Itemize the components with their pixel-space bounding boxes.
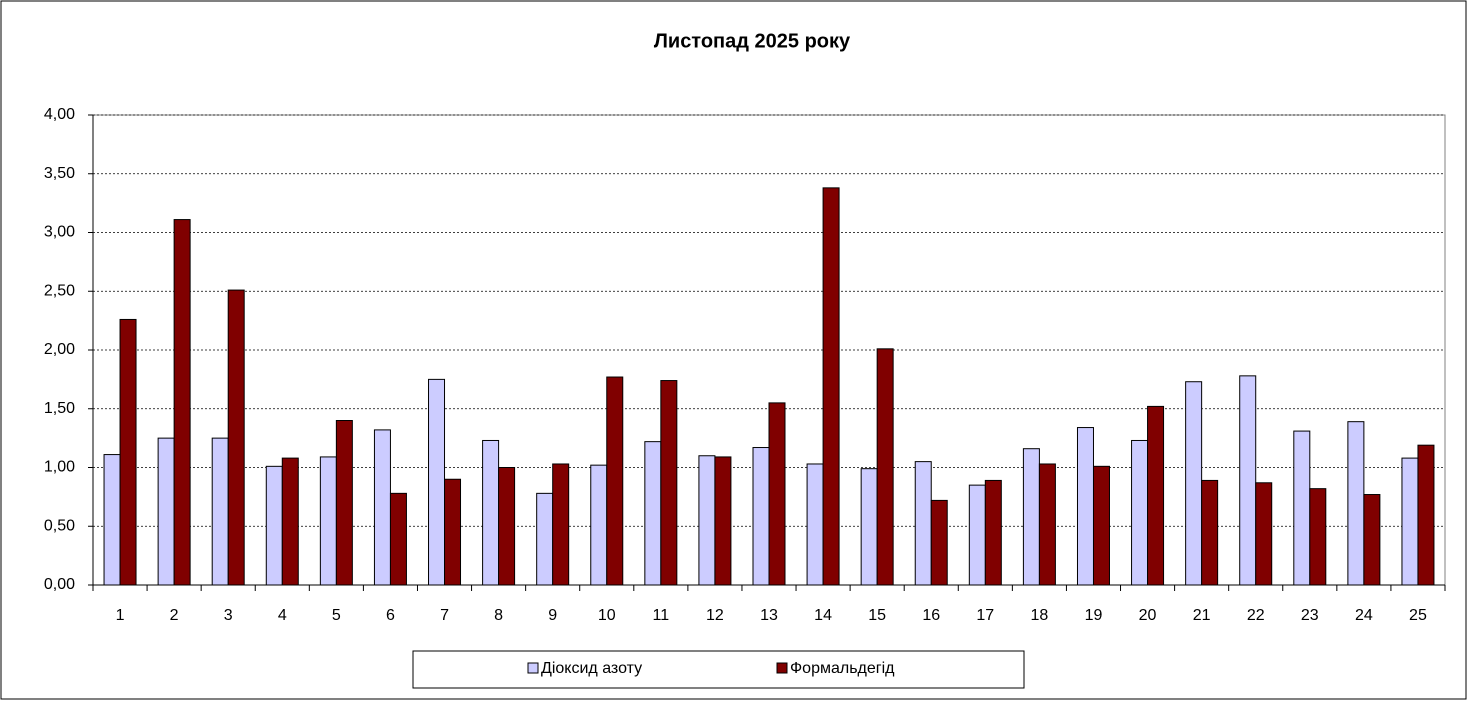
bar: [373, 429, 391, 586]
chart-title: Листопад 2025 року: [654, 30, 851, 52]
bar: [590, 464, 608, 586]
legend-box: [412, 650, 1025, 689]
bar: [984, 479, 1002, 586]
bar: [1076, 427, 1094, 586]
bar: [1201, 479, 1219, 586]
x-tick-label: 18: [1031, 607, 1049, 624]
bar: [714, 456, 732, 586]
y-tick-label: 3,00: [44, 224, 75, 241]
bar: [211, 437, 229, 586]
bar: [444, 478, 462, 586]
x-tick-label: 21: [1193, 607, 1211, 624]
x-tick-label: 23: [1301, 607, 1319, 624]
legend-label: Формальдегід: [790, 660, 895, 677]
x-tick-label: 5: [332, 607, 341, 624]
bar: [335, 420, 353, 586]
bar: [281, 457, 299, 586]
bar: [319, 456, 337, 586]
bar: [660, 380, 678, 586]
bar: [1147, 405, 1165, 586]
x-tick-label: 6: [386, 607, 395, 624]
x-tick-label: 2: [170, 607, 179, 624]
y-tick-label: 2,50: [44, 282, 75, 299]
bar: [1092, 465, 1110, 586]
x-tick-label: 1: [116, 607, 125, 624]
y-tick-label: 4,00: [44, 106, 75, 123]
x-tick-label: 13: [760, 607, 778, 624]
bar: [1347, 421, 1365, 586]
x-tick-label: 8: [494, 607, 503, 624]
x-tick-label: 12: [706, 607, 724, 624]
x-tick-label: 7: [440, 607, 449, 624]
x-tick-label: 4: [278, 607, 287, 624]
bar: [930, 499, 948, 586]
y-tick-label: 3,50: [44, 165, 75, 182]
bar: [428, 378, 446, 586]
legend-label: Діоксид азоту: [541, 660, 642, 677]
bar: [227, 289, 245, 586]
bar: [914, 461, 932, 586]
bar: [752, 447, 770, 586]
bar: [1417, 444, 1435, 586]
bar: [1038, 463, 1056, 586]
bar: [860, 468, 878, 586]
bar: [498, 467, 516, 586]
x-tick-label: 20: [1139, 607, 1157, 624]
y-tick-label: 0,00: [44, 576, 75, 593]
bar: [1401, 457, 1419, 586]
bar: [1293, 430, 1311, 586]
bar: [1131, 439, 1149, 586]
bar: [768, 402, 786, 586]
x-tick-label: 9: [548, 607, 557, 624]
bar: [119, 318, 137, 586]
bar: [876, 348, 894, 586]
x-tick-label: 24: [1355, 607, 1373, 624]
bar: [806, 463, 824, 586]
bar: [552, 463, 570, 586]
y-tick-label: 1,00: [44, 459, 75, 476]
bar: [1309, 488, 1327, 586]
legend-swatch: [527, 662, 539, 674]
legend-swatch: [776, 662, 788, 674]
x-tick-label: 17: [976, 607, 994, 624]
bar: [822, 187, 840, 586]
bar: [482, 439, 500, 586]
x-tick-label: 15: [868, 607, 886, 624]
bar: [606, 376, 624, 586]
bar: [968, 484, 986, 586]
bar: [389, 492, 407, 586]
bar: [103, 454, 121, 586]
bar: [173, 219, 191, 586]
x-tick-label: 11: [653, 607, 670, 624]
bar: [1363, 494, 1381, 586]
bar: [265, 465, 283, 586]
bar: [698, 455, 716, 586]
bar: [157, 437, 175, 586]
y-tick-label: 1,50: [44, 400, 75, 417]
x-tick-label: 25: [1409, 607, 1427, 624]
x-tick-label: 19: [1085, 607, 1103, 624]
x-tick-label: 16: [922, 607, 940, 624]
x-tick-label: 22: [1247, 607, 1265, 624]
x-tick-label: 10: [598, 607, 616, 624]
x-tick-label: 14: [814, 607, 832, 624]
bar: [536, 492, 554, 586]
bar: [644, 441, 662, 586]
y-tick-label: 2,00: [44, 341, 75, 358]
x-tick-label: 3: [224, 607, 233, 624]
bar: [1185, 381, 1203, 586]
bar: [1255, 482, 1273, 586]
bar: [1239, 375, 1257, 586]
y-tick-label: 0,50: [44, 517, 75, 534]
bar: [1022, 448, 1040, 586]
